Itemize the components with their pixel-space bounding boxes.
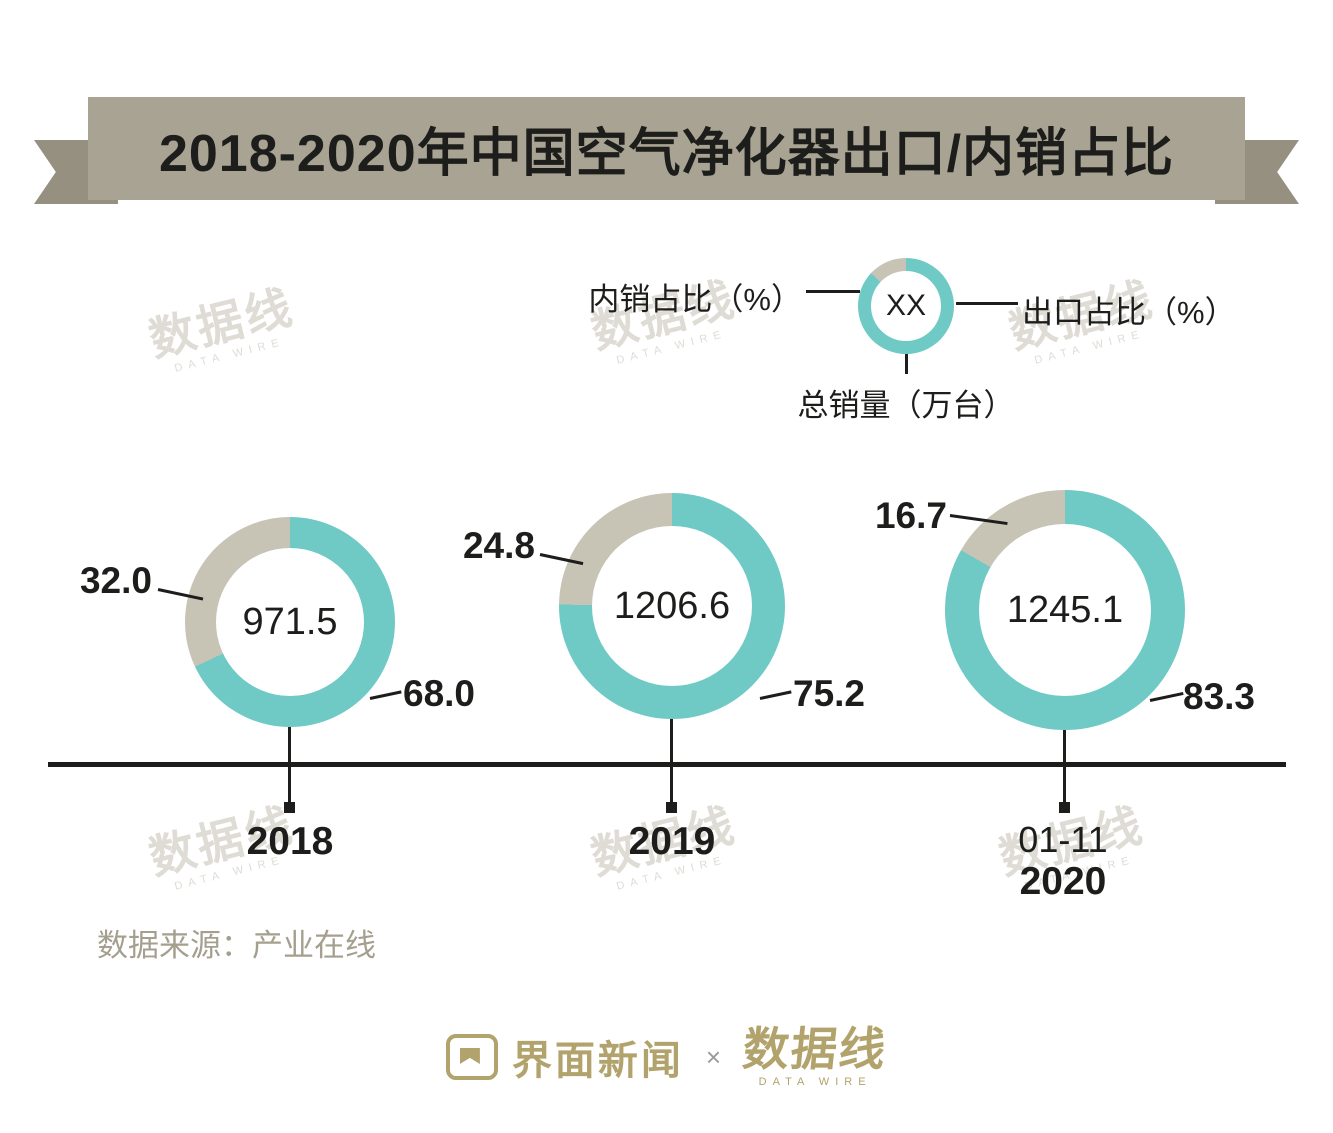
legend-domestic-label: 内销占比（%）	[588, 282, 802, 317]
year-label-2018: 2018	[190, 820, 390, 865]
watermark-stamp: 数据线 DATA WIRE	[144, 280, 303, 379]
donut-2019-total: 1206.6	[613, 584, 731, 627]
chart-title: 2018-2020年中国空气净化器出口/内销占比	[158, 125, 1175, 183]
donut-2019-domestic-pct: 24.8	[462, 525, 535, 566]
logo-separator: ×	[705, 1041, 722, 1072]
timeline-axis	[48, 762, 1286, 767]
datawire-wordmark: 数据线	[740, 1023, 890, 1075]
year-label-main: 2018	[246, 820, 334, 863]
donut-2018-export-pct: 68.0	[403, 673, 476, 714]
footer-logos: 界面新闻 × 数据线 DATA WIRE	[0, 1023, 1333, 1088]
jiemian-glyph-icon	[459, 1048, 480, 1064]
legend-connector-left	[806, 290, 860, 293]
donut-2019-export-pct: 75.2	[793, 673, 866, 714]
legend-donut-center: XX	[871, 271, 941, 341]
donut-2020-export-pct: 83.3	[1183, 676, 1256, 717]
datawire-logo: 数据线 DATA WIRE	[740, 1023, 890, 1088]
timeline-stem	[288, 727, 291, 807]
donut-2018-total: 971.5	[242, 600, 338, 643]
label-connector	[1149, 691, 1184, 702]
legend-total-label: 总销量（万台）	[797, 388, 1015, 423]
donut-2018-hole: 971.5	[216, 548, 364, 696]
jiemian-icon	[445, 1034, 498, 1080]
donut-2020: 1245.1	[945, 490, 1185, 730]
donut-2019: 1206.6	[559, 493, 785, 719]
legend-connector-right	[956, 302, 1018, 305]
donut-2018-domestic-pct: 32.0	[79, 560, 152, 601]
datawire-subtext: DATA WIRE	[758, 1076, 872, 1088]
year-label-main: 2019	[628, 820, 716, 863]
timeline-stem	[670, 719, 673, 807]
legend-export-label: 出口占比（%）	[1022, 295, 1236, 330]
legend-connector-bottom	[905, 352, 908, 374]
jiemian-logo: 界面新闻	[445, 1028, 684, 1086]
label-connector	[759, 690, 792, 700]
donut-2020-total: 1245.1	[1006, 588, 1124, 631]
donut-2020-domestic-pct: 16.7	[874, 495, 947, 536]
data-source: 数据来源：产业在线	[97, 928, 376, 963]
donut-2018: 971.5	[185, 517, 395, 727]
donut-2019-hole: 1206.6	[592, 526, 752, 686]
donut-2020-hole: 1245.1	[979, 524, 1151, 696]
jiemian-wordmark: 界面新闻	[511, 1039, 684, 1083]
timeline-dot	[666, 802, 677, 813]
year-label-top: 01-11	[1018, 819, 1108, 860]
timeline-stem	[1063, 730, 1066, 807]
timeline-dot	[1059, 802, 1070, 813]
year-label-main: 2020	[1019, 859, 1107, 903]
legend-donut-example: XX	[858, 258, 954, 354]
timeline-dot	[284, 802, 295, 813]
year-label-2019: 2019	[572, 820, 772, 865]
title-banner: 2018-2020年中国空气净化器出口/内销占比	[88, 97, 1245, 200]
label-connector	[369, 690, 402, 700]
year-label-2020: 01-11 2020	[963, 820, 1163, 904]
